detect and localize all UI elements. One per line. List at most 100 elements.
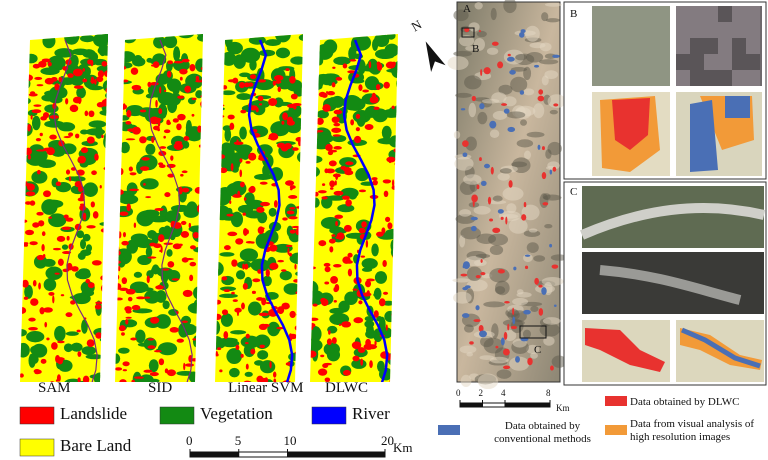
classification-map [300, 24, 410, 390]
landslide-patch [308, 277, 312, 285]
landslide-patch [332, 67, 335, 69]
vegetation-patch [329, 308, 345, 314]
landslide-patch [29, 241, 37, 245]
landslide-patch [34, 77, 42, 80]
landslide-patch [164, 129, 170, 133]
vegetation-patch [367, 82, 384, 91]
landslide-patch [94, 79, 96, 85]
shade [461, 375, 472, 387]
landslide-patch [377, 61, 381, 65]
landslide-patch [260, 182, 268, 185]
pixel [690, 70, 704, 86]
landslide-patch [358, 84, 362, 91]
detection-patch [552, 265, 559, 269]
landslide-patch [227, 232, 237, 236]
vegetation-patch [182, 141, 189, 149]
shade [533, 255, 545, 261]
landslide-patch [189, 64, 195, 71]
landslide-patch [376, 84, 380, 90]
landslide-patch [121, 241, 128, 246]
landslide-patch [242, 212, 245, 215]
landslide-patch [176, 123, 181, 130]
vegetation-patch [362, 258, 378, 269]
landslide-patch [224, 289, 231, 292]
detection-patch [491, 167, 494, 175]
landslide-patch [150, 372, 159, 376]
landslide-patch [269, 133, 279, 141]
landslide-patch [192, 114, 195, 117]
detection-patch [484, 164, 490, 169]
landslide-patch [22, 280, 29, 288]
landslide-patch [277, 143, 285, 149]
landslide-patch [239, 170, 242, 178]
landslide-patch [234, 142, 244, 145]
vegetation-patch [333, 57, 351, 65]
landslide-patch [158, 162, 163, 165]
landslide-patch [328, 151, 333, 155]
vegetation-patch [98, 46, 117, 56]
landslide-patch [287, 211, 295, 215]
landslide-patch [350, 119, 354, 125]
landslide-patch [331, 234, 335, 237]
vegetation-patch [288, 353, 300, 361]
landslide-patch [252, 291, 256, 294]
landslide-patch [170, 155, 173, 160]
vegetation-patch [16, 88, 23, 102]
landslide-patch [147, 82, 151, 87]
landslide-patch [235, 238, 243, 244]
detection-patch [550, 366, 554, 371]
vegetation-patch [75, 270, 91, 279]
vegetation-patch [226, 348, 242, 364]
landslide-patch [324, 363, 332, 366]
vegetation-patch [41, 94, 56, 101]
shade [453, 292, 472, 304]
landslide-patch [105, 287, 113, 291]
landslide-patch [40, 133, 43, 136]
shade [490, 245, 503, 255]
detection-patch [507, 127, 515, 132]
scale-segment [239, 452, 288, 457]
pixel [690, 54, 704, 70]
landslide-patch [123, 369, 127, 371]
landslide-patch [362, 89, 369, 92]
vegetation-patch [100, 337, 116, 343]
pixel [732, 70, 746, 86]
vegetation-patch [204, 271, 212, 285]
landslide-patch [199, 145, 202, 148]
landslide-patch [400, 133, 407, 137]
vegetation-patch [104, 131, 118, 143]
shade [474, 259, 487, 266]
detection-patch [471, 226, 477, 231]
shade [467, 267, 482, 282]
landslide-patch [324, 263, 331, 267]
landslide-patch [93, 211, 99, 218]
shade [523, 88, 534, 95]
legend-swatch [605, 396, 627, 406]
landslide-patch [290, 188, 293, 190]
landslide-patch [309, 309, 311, 317]
vegetation-patch [386, 28, 401, 33]
landslide-patch [277, 260, 284, 262]
landslide-patch [216, 104, 225, 106]
landslide-patch [293, 279, 300, 282]
detection-patch [515, 356, 520, 363]
landslide-patch [78, 97, 81, 104]
landslide-patch [158, 285, 162, 288]
shade [476, 233, 496, 243]
detection-patch [471, 217, 478, 221]
landslide-patch [183, 363, 185, 370]
landslide-patch [329, 246, 333, 252]
landslide-patch [244, 264, 248, 270]
vegetation-patch [193, 299, 203, 314]
landslide-patch [158, 234, 164, 242]
landslide-patch [372, 93, 376, 100]
landslide-patch [140, 166, 149, 171]
landslide-patch [310, 233, 313, 237]
vegetation-patch [303, 155, 322, 163]
landslide-patch [400, 193, 409, 198]
shade [529, 42, 545, 48]
vegetation-patch [80, 35, 95, 42]
landslide-patch [94, 154, 99, 161]
vegetation-patch [384, 311, 396, 322]
landslide-patch [326, 91, 328, 93]
